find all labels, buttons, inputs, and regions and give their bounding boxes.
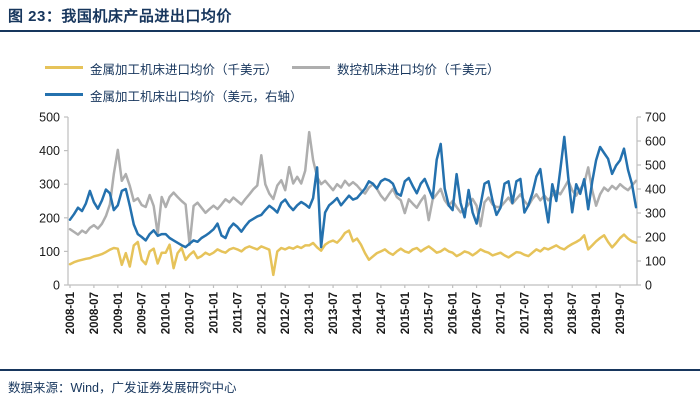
data-source: 数据来源：Wind，广发证券发展研究中心 (8, 381, 237, 395)
legend-swatch-import-cnc (292, 66, 330, 69)
left-axis-tick-label: 300 (39, 178, 60, 192)
left-axis-tick-label: 100 (39, 245, 60, 259)
footer-divider (0, 369, 700, 371)
x-axis-tick-label: 2014-01 (352, 291, 364, 334)
right-axis-tick-label: 400 (645, 183, 666, 197)
right-axis-tick-label: 200 (645, 231, 666, 245)
x-axis-tick-label: 2015-01 (400, 291, 412, 334)
x-axis-tick-label: 2009-01 (113, 291, 125, 334)
x-axis-tick-label: 2016-07 (472, 292, 484, 334)
left-axis-tick-label: 400 (39, 144, 60, 158)
x-axis-tick-label: 2012-07 (280, 292, 292, 334)
x-axis-tick-label: 2013-01 (304, 291, 316, 334)
x-axis-tick-label: 2018-01 (543, 291, 555, 334)
x-axis-tick-label: 2017-07 (519, 292, 531, 334)
x-axis-tick-label: 2013-07 (328, 292, 340, 334)
import-metal-line (68, 229, 638, 277)
x-axis-tick-label: 2019-07 (615, 292, 627, 334)
x-axis-tick-label: 2015-07 (424, 292, 436, 334)
x-axis-tick-label: 2018-07 (567, 292, 579, 334)
left-axis-tick-label: 200 (39, 211, 60, 225)
x-axis-tick-label: 2016-01 (448, 291, 460, 334)
right-axis-tick-label: 300 (645, 207, 666, 221)
right-axis-tick-label: 700 (645, 111, 666, 125)
export-metal-line (68, 135, 638, 249)
x-axis-tick-label: 2010-01 (161, 291, 173, 334)
x-axis-tick-label: 2008-01 (65, 291, 77, 334)
legend-swatch-export-metal (45, 93, 83, 96)
x-axis-tick-label: 2008-07 (89, 292, 101, 334)
right-axis-tick-label: 0 (645, 279, 652, 293)
import-cnc-line (68, 130, 638, 246)
x-axis-tick-label: 2014-07 (376, 292, 388, 334)
x-axis-tick-label: 2011-01 (208, 291, 220, 333)
title-divider (0, 30, 700, 32)
legend-label-import-metal: 金属加工机床进口均价（千美元） (90, 63, 278, 77)
x-axis-tick-label: 2019-01 (591, 291, 603, 334)
left-axis-tick-label: 0 (53, 279, 60, 293)
chart-plot: 0 100 200 300 400 500 0 100 200 300 400 500 600 700 20… (39, 111, 666, 335)
x-axis-tick-label: 2009-07 (137, 292, 149, 334)
right-axis-tick-label: 500 (645, 159, 666, 173)
x-axis-tick-label: 2012-01 (256, 291, 268, 334)
legend-label-import-cnc: 数控机床进口均价（千美元） (337, 63, 500, 77)
left-axis-tick-label: 500 (39, 111, 60, 125)
x-axis-tick-label: 2010-07 (185, 292, 197, 334)
right-axis-tick-label: 600 (645, 135, 666, 149)
figure-title: 图 23：我国机床产品进出口均价 (8, 8, 232, 25)
x-axis-tick-label: 2011-07 (232, 292, 244, 334)
right-axis-tick-label: 100 (645, 255, 666, 269)
legend-swatch-import-metal (45, 66, 83, 69)
legend-label-export-metal: 金属加工机床出口均价（美元，右轴） (90, 90, 303, 104)
x-axis-tick-label: 2017-01 (495, 291, 507, 334)
